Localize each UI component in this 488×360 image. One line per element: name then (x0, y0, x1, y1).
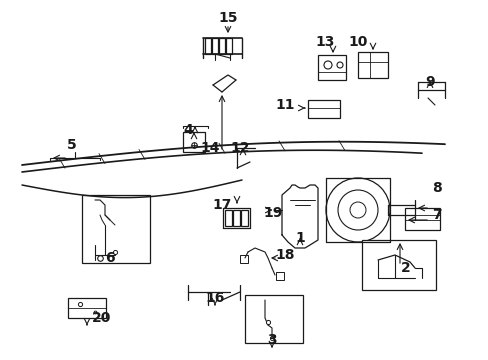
Bar (241, 210, 247, 226)
Bar (225, 38, 231, 54)
Bar (361, 240, 435, 290)
Circle shape (349, 202, 365, 218)
Bar (307, 100, 339, 118)
Text: 18: 18 (275, 248, 294, 262)
Text: 4: 4 (183, 123, 192, 137)
Text: 12: 12 (230, 141, 249, 155)
Bar (82, 195, 150, 263)
Text: 10: 10 (347, 35, 367, 49)
Text: 7: 7 (431, 208, 441, 222)
Bar (183, 132, 204, 152)
Text: 9: 9 (425, 75, 434, 89)
Text: 19: 19 (263, 206, 282, 220)
Text: 16: 16 (205, 291, 224, 305)
Circle shape (325, 178, 389, 242)
Bar (240, 255, 247, 263)
Text: 15: 15 (218, 11, 237, 25)
Circle shape (336, 62, 342, 68)
Bar (244, 295, 303, 343)
Bar (404, 208, 439, 230)
Text: 1: 1 (295, 231, 304, 245)
Bar (219, 38, 224, 54)
Circle shape (324, 61, 331, 69)
Circle shape (337, 190, 377, 230)
Text: 17: 17 (212, 198, 231, 212)
Text: 14: 14 (200, 141, 219, 155)
Text: 8: 8 (431, 181, 441, 195)
Bar (224, 210, 231, 226)
Text: 2: 2 (400, 261, 410, 275)
Bar (232, 210, 240, 226)
Bar (68, 298, 106, 318)
Bar (275, 272, 284, 280)
Text: 20: 20 (92, 311, 111, 325)
Bar (212, 38, 218, 54)
Bar (317, 55, 346, 80)
Text: 13: 13 (315, 35, 334, 49)
Text: 11: 11 (275, 98, 294, 112)
Text: 3: 3 (266, 333, 276, 347)
Text: 6: 6 (105, 251, 115, 265)
Bar (204, 38, 210, 54)
Bar (357, 52, 387, 78)
Text: 5: 5 (67, 138, 77, 152)
